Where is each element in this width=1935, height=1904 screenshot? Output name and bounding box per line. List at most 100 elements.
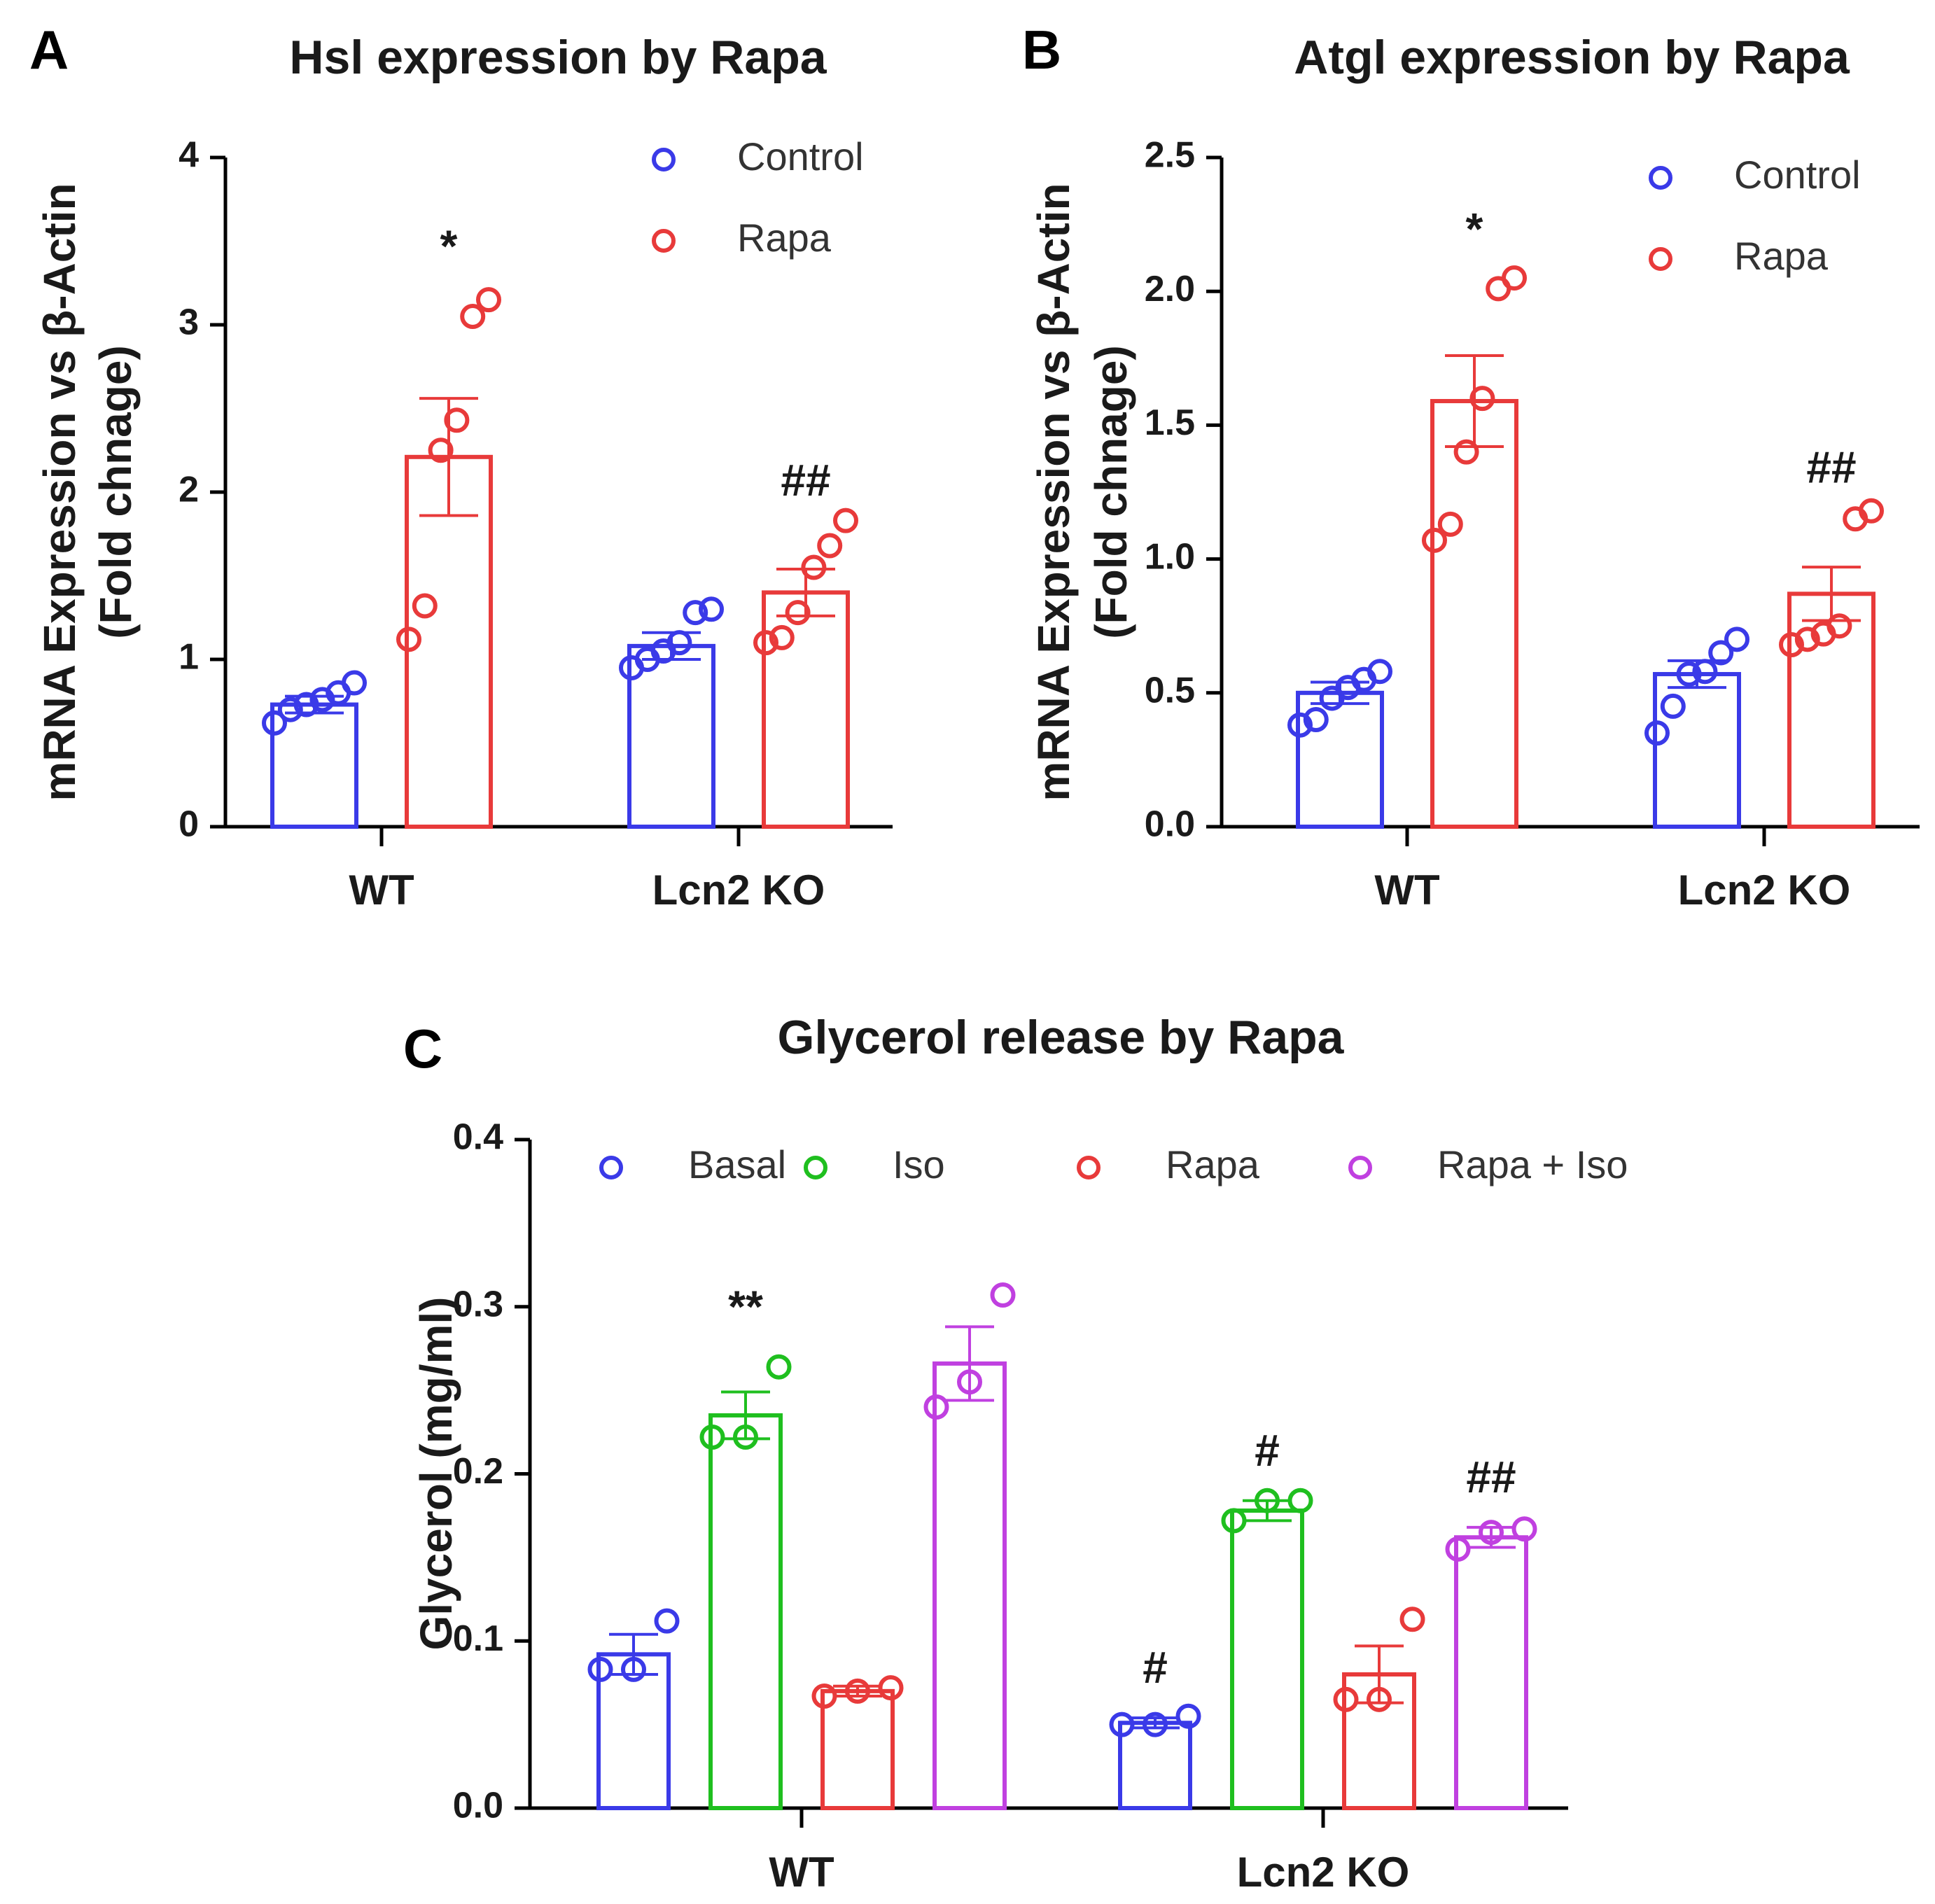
chart-title: Atgl expression by Rapa — [1294, 31, 1850, 84]
data-point — [1333, 1686, 1359, 1712]
legend-label: Rapa + Iso — [1437, 1142, 1628, 1186]
data-point — [699, 1424, 725, 1450]
y-tick-label: 0.3 — [453, 1284, 503, 1324]
data-point — [833, 507, 858, 533]
data-point — [1367, 1686, 1392, 1712]
data-point — [1367, 659, 1392, 685]
legend-label: Rapa — [737, 216, 832, 260]
bar — [627, 643, 715, 829]
data-point — [845, 1678, 870, 1704]
y-tick-label: 0.4 — [453, 1117, 503, 1158]
significance-marker: * — [440, 220, 458, 271]
legend-label: Iso — [893, 1142, 945, 1186]
legend-marker — [599, 1156, 623, 1180]
data-point — [293, 692, 319, 718]
significance-marker: ## — [781, 455, 830, 505]
x-tick-label: Lcn2 KO — [1237, 1849, 1410, 1896]
y-tick-label: 0 — [179, 804, 199, 845]
significance-marker: ## — [1466, 1452, 1516, 1502]
data-point — [769, 624, 795, 650]
data-point — [990, 1282, 1016, 1308]
data-point — [1859, 498, 1884, 524]
data-point — [1422, 527, 1447, 553]
data-point — [878, 1675, 904, 1701]
data-point — [1724, 626, 1749, 652]
data-point — [1469, 386, 1495, 412]
x-tick-label: Lcn2 KO — [1678, 867, 1851, 913]
data-point — [587, 1656, 613, 1682]
legend-label: Basal — [688, 1142, 786, 1186]
significance-marker: ## — [1806, 442, 1856, 492]
data-point — [1479, 1520, 1504, 1546]
data-point — [396, 626, 421, 652]
y-tick-label: 2 — [179, 470, 199, 510]
legend-label: Rapa — [1734, 234, 1829, 278]
significance-marker: # — [1255, 1425, 1280, 1476]
data-point — [476, 287, 501, 313]
data-point — [733, 1424, 758, 1450]
data-point — [785, 600, 811, 626]
data-point — [1255, 1488, 1280, 1513]
chart-panel-c: C Glycerol release by Rapa Glycerol (mg/ml… — [403, 1011, 1628, 1896]
legend: Control Rapa — [652, 134, 864, 260]
data-point — [444, 407, 470, 433]
data-point — [621, 1656, 646, 1682]
data-point — [1511, 1516, 1537, 1542]
data-point — [1175, 1703, 1201, 1729]
y-axis-label-units: (Fold chnage) — [1086, 345, 1136, 639]
legend-label: Control — [1734, 153, 1861, 197]
data-point — [1399, 1606, 1425, 1632]
significance-marker: # — [1143, 1642, 1168, 1693]
data-point — [342, 670, 367, 696]
data-point — [412, 593, 438, 619]
data-point — [923, 1394, 949, 1420]
significance-marker: * — [1466, 204, 1483, 254]
chart-panel-a: A Hsl expression by Rapa mRNA Expression v… — [29, 19, 893, 913]
data-point — [1453, 439, 1479, 465]
legend-marker — [1649, 166, 1672, 190]
y-axis-label: Glycerol (mg/ml) — [411, 1297, 461, 1651]
legend-marker — [804, 1156, 827, 1180]
data-point — [666, 630, 692, 656]
bar — [1430, 398, 1518, 829]
data-point — [1287, 1488, 1313, 1513]
bar — [1653, 672, 1741, 829]
legend-label: Control — [737, 134, 864, 178]
legend-marker — [652, 229, 676, 253]
panel-letter: C — [403, 1018, 442, 1079]
legend: Basal Iso Rapa Rapa + Iso — [599, 1142, 1628, 1186]
data-point — [1287, 712, 1313, 738]
data-point — [1303, 707, 1329, 733]
data-point — [1437, 511, 1463, 537]
y-tick-label: 0.2 — [453, 1451, 503, 1492]
data-point — [1660, 693, 1686, 719]
data-point — [683, 600, 708, 626]
y-tick-label: 1.0 — [1145, 536, 1195, 577]
data-point — [801, 554, 827, 580]
chart-title: Hsl expression by Rapa — [289, 31, 827, 84]
panel-letter: B — [1022, 19, 1061, 80]
bar — [708, 1413, 783, 1810]
data-point — [277, 696, 303, 722]
data-point — [428, 438, 454, 463]
data-point — [811, 1684, 837, 1709]
data-point — [1794, 626, 1820, 652]
data-point — [1826, 613, 1852, 639]
y-tick-label: 3 — [179, 302, 199, 343]
data-point — [1143, 1712, 1168, 1737]
data-point — [654, 1608, 680, 1634]
legend-marker — [1077, 1156, 1101, 1180]
data-point — [699, 596, 724, 622]
legend-marker — [652, 148, 676, 172]
data-point — [1221, 1508, 1247, 1534]
data-point — [460, 304, 486, 330]
y-tick-label: 1 — [179, 637, 199, 678]
bar — [1454, 1535, 1528, 1811]
x-tick-label: WT — [349, 867, 414, 913]
chart-title: Glycerol release by Rapa — [778, 1011, 1345, 1064]
y-axis-label: mRNA Expression vs β-Actin — [1028, 183, 1079, 801]
significance-marker: ** — [728, 1281, 763, 1331]
data-point — [753, 630, 778, 656]
bar — [762, 590, 850, 830]
